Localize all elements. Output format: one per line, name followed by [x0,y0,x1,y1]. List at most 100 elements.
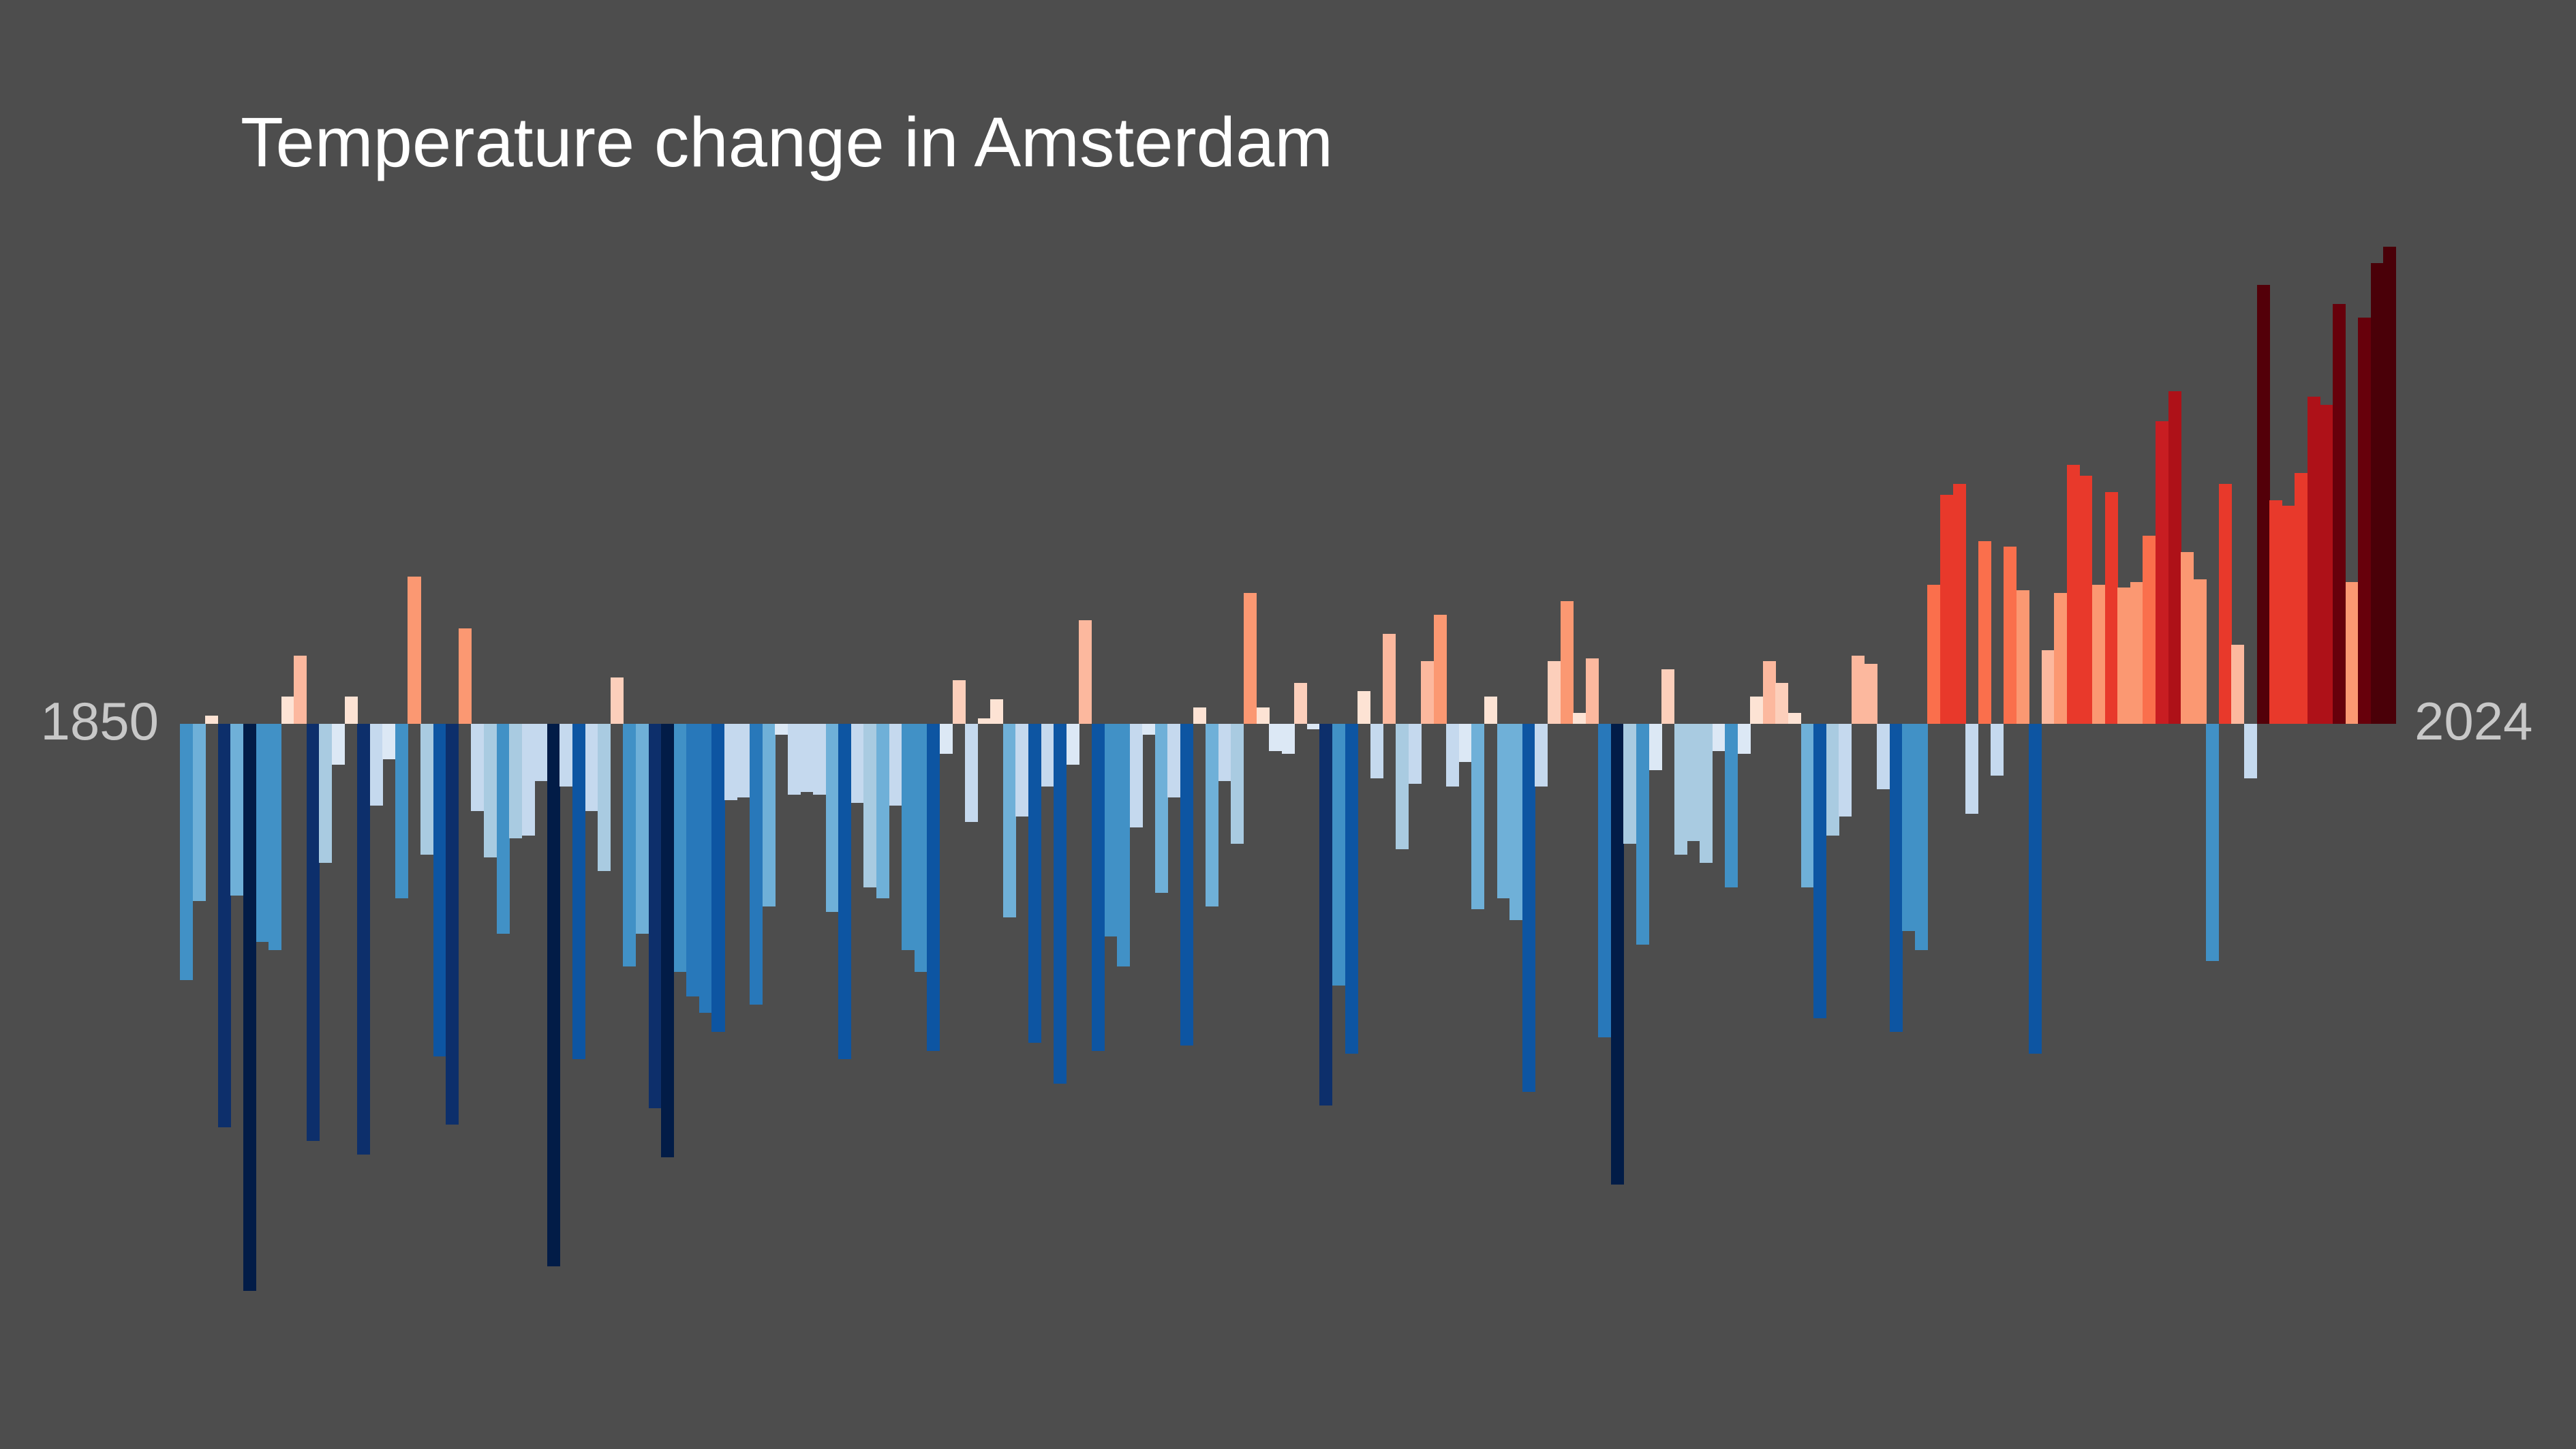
bar-1860 [306,724,320,1141]
bar-1954 [1497,724,1510,898]
bar-1996 [2029,724,2042,1054]
bar-1958 [1547,661,1561,724]
bar-1853 [217,724,231,1127]
bar-1995 [2016,590,2029,724]
bar-1974 [1750,697,1764,724]
bar-1925 [1129,724,1143,827]
bar-1867 [395,724,408,898]
bar-2003 [2117,588,2131,724]
bar-1909 [927,724,940,1051]
bar-1939 [1306,724,1320,729]
bar-1972 [1725,724,1738,887]
bar-1956 [1522,724,1535,1092]
bar-1869 [420,724,434,855]
bar-1866 [382,724,396,759]
bar-1875 [496,724,510,934]
bar-1982 [1851,656,1865,724]
bar-1859 [294,656,307,724]
bar-1858 [281,697,294,724]
bar-1907 [902,724,915,950]
bar-2018 [2307,397,2320,724]
bar-1964 [1623,724,1637,844]
bar-1857 [269,724,282,950]
bar-1919 [1054,724,1067,1084]
bar-1882 [585,724,598,811]
bar-1951 [1458,724,1472,762]
bar-1991 [1965,724,1979,814]
bar-1912 [965,724,979,822]
bar-2002 [2104,492,2118,724]
bar-1852 [205,716,219,724]
bar-2023 [2370,263,2384,724]
bar-1952 [1471,724,1485,909]
bar-1934 [1243,593,1257,724]
bar-1990 [1952,484,1966,724]
bar-2008 [2181,552,2194,724]
bar-1900 [813,724,827,795]
bar-1992 [1978,541,1991,724]
bar-1998 [2054,593,2068,724]
bar-1957 [1535,724,1548,787]
bar-1887 [648,724,662,1108]
bar-1876 [509,724,523,838]
bar-1854 [230,724,244,896]
bar-2022 [2358,318,2372,724]
bar-1931 [1206,724,1219,906]
bar-1953 [1484,697,1498,724]
bar-1881 [572,724,586,1059]
bar-1927 [1154,724,1168,893]
bar-1898 [787,724,801,795]
bar-1864 [357,724,371,1155]
bar-1921 [1079,620,1092,724]
bar-1971 [1712,724,1726,751]
bar-2007 [2168,391,2181,724]
bar-2006 [2155,421,2168,724]
bar-1902 [838,724,852,1059]
bar-2014 [2256,285,2270,724]
bar-1883 [598,724,611,871]
bar-1940 [1319,724,1333,1105]
bar-2005 [2143,536,2156,724]
bar-1913 [977,718,991,724]
bar-1949 [1433,615,1447,724]
bar-1924 [1117,724,1131,966]
axis-label-end-year: 2024 [2414,691,2533,751]
bar-1969 [1687,724,1700,841]
bar-1865 [369,724,383,806]
bar-1888 [661,724,675,1157]
bar-1868 [408,577,421,724]
bar-1942 [1345,724,1358,1054]
bar-2000 [2079,476,2093,724]
bar-1892 [711,724,725,1032]
bar-2020 [2333,304,2346,724]
bar-2009 [2193,579,2207,724]
bar-2021 [2345,582,2359,724]
bar-1926 [1142,724,1156,735]
bar-1895 [750,724,763,1005]
bar-2016 [2282,506,2295,724]
bar-1979 [1813,724,1827,1018]
bar-1955 [1509,724,1523,920]
bar-1904 [863,724,877,887]
bar-1928 [1167,724,1181,797]
bar-2012 [2231,645,2245,724]
bar-1987 [1914,724,1928,950]
bar-1989 [1940,495,1954,724]
bar-1937 [1281,724,1295,754]
bar-1903 [850,724,864,803]
bar-1911 [952,680,966,724]
bar-1935 [1256,707,1270,724]
bar-1910 [939,724,953,754]
bar-1877 [521,724,535,836]
bar-1856 [256,724,269,942]
bar-1906 [889,724,902,806]
bar-1872 [458,628,472,724]
bar-1948 [1421,661,1435,724]
bar-1891 [699,724,712,1013]
bar-1978 [1800,724,1814,887]
bar-1970 [1699,724,1713,863]
bar-2011 [2218,484,2232,724]
bar-1880 [559,724,573,787]
bar-1851 [192,724,206,901]
